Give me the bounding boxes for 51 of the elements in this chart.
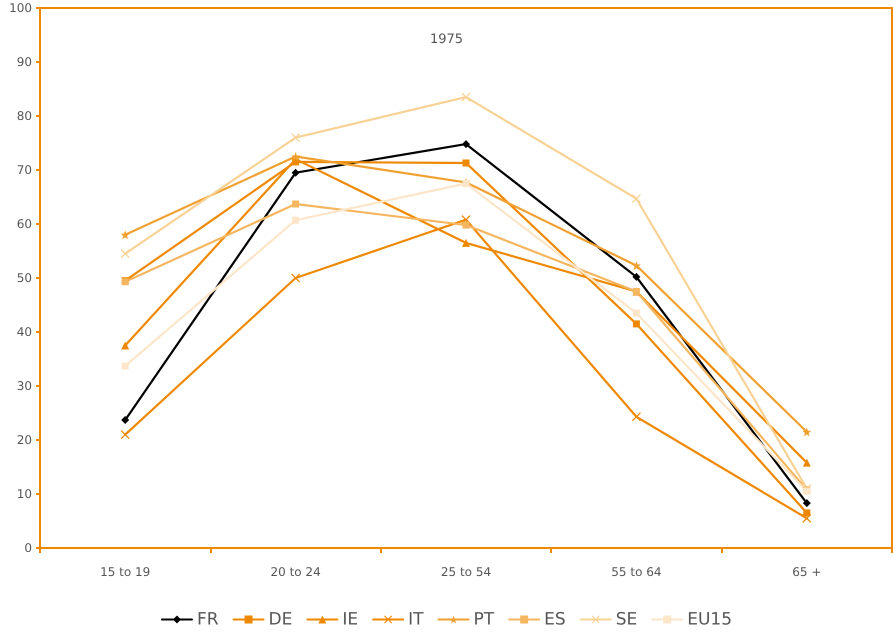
point xyxy=(120,249,130,258)
legend-label: IT xyxy=(408,610,424,630)
point xyxy=(632,272,640,281)
point xyxy=(462,238,470,247)
legend-label: PT xyxy=(474,610,495,630)
point xyxy=(462,222,470,229)
x-tick-label: 15 to 19 xyxy=(100,565,150,579)
point xyxy=(802,427,812,436)
y-tick-label: 100 xyxy=(9,1,32,15)
legend-label: EU15 xyxy=(687,610,732,630)
point xyxy=(291,133,300,142)
point xyxy=(632,320,640,328)
y-tick-label: 20 xyxy=(16,433,32,447)
point xyxy=(632,310,640,317)
legend-label: IE xyxy=(342,610,358,630)
point xyxy=(802,499,811,508)
point xyxy=(462,159,470,166)
point xyxy=(462,140,470,148)
point xyxy=(121,416,130,424)
legend-label: FR xyxy=(196,610,219,630)
legend-label: SE xyxy=(616,610,638,630)
point xyxy=(632,412,641,422)
y-tick-label: 80 xyxy=(16,109,32,123)
y-tick-label: 60 xyxy=(16,217,32,231)
point xyxy=(802,458,811,467)
y-tick-label: 30 xyxy=(16,379,32,393)
y-tick-label: 50 xyxy=(16,271,32,285)
text: 1975 xyxy=(430,32,464,47)
y-tick-label: 70 xyxy=(16,163,32,177)
point xyxy=(291,152,300,161)
point xyxy=(291,274,300,282)
y-tick-label: 0 xyxy=(24,541,32,555)
y-tick-label: 90 xyxy=(16,55,32,69)
x-tick-label: 25 to 54 xyxy=(440,565,492,579)
point xyxy=(292,200,300,208)
point xyxy=(292,216,300,224)
point xyxy=(462,180,470,187)
point xyxy=(120,230,130,240)
y-tick-label: 10 xyxy=(16,487,32,501)
y-tick-label: 40 xyxy=(16,325,32,339)
point xyxy=(292,168,300,177)
point xyxy=(121,342,130,350)
legend-label: DE xyxy=(268,610,292,630)
x-tick-label: 65 + xyxy=(792,565,822,579)
point xyxy=(632,194,641,204)
x-tick-label: 20 to 24 xyxy=(270,565,321,579)
point xyxy=(120,430,130,440)
point xyxy=(632,261,641,270)
x-tick-label: 55 to 64 xyxy=(611,565,662,579)
legend-label: ES xyxy=(544,610,566,630)
point xyxy=(122,362,129,370)
